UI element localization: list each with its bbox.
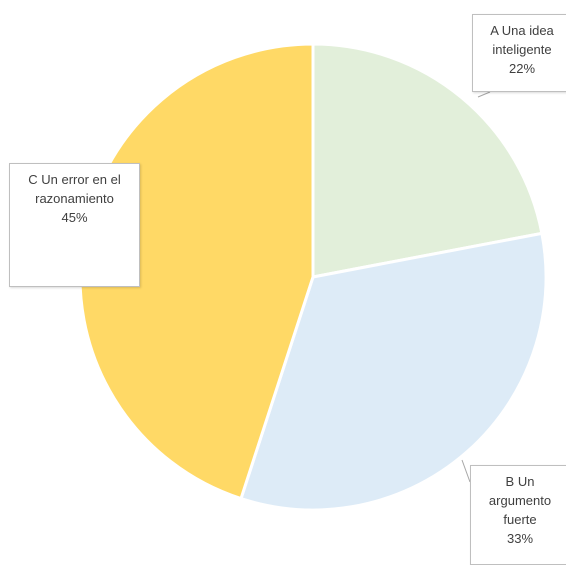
category-label: C Un error en el razonamiento — [28, 172, 121, 206]
leader-line — [477, 91, 491, 98]
pie-slice — [311, 42, 544, 279]
value-label: 22% — [508, 61, 536, 76]
value-label: 33% — [506, 531, 534, 546]
category-label: A Una idea inteligente — [490, 23, 554, 57]
category-label: B Un argumento fuerte — [488, 474, 552, 527]
pie-slice — [239, 231, 548, 512]
data-label: B Un argumento fuerte 33% — [470, 465, 566, 565]
data-label: A Una idea inteligente 22% — [472, 14, 566, 92]
leader-line — [461, 459, 471, 483]
value-label: 45% — [61, 210, 88, 225]
data-label: C Un error en el razonamiento 45% — [9, 163, 140, 287]
